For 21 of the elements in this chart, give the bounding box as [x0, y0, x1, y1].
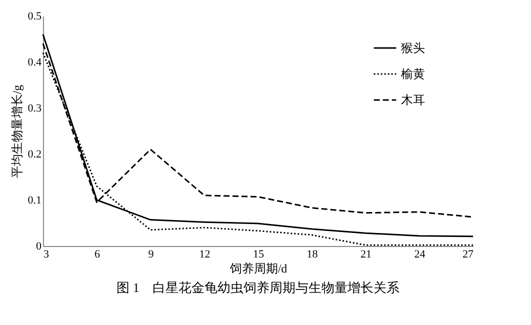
x-tick-label: 27 — [462, 248, 474, 260]
y-tick-label: 0.2 — [28, 148, 42, 160]
y-axis-title: 平均生物量增长/g — [10, 84, 24, 178]
y-tick-label: 0.5 — [28, 10, 42, 22]
x-tick-label: 15 — [253, 248, 264, 260]
y-tick-label: 0.4 — [28, 56, 42, 68]
legend-label: 木耳 — [401, 93, 425, 107]
x-axis-title: 饲养周期/d — [228, 262, 288, 276]
legend-label: 猴头 — [401, 41, 425, 55]
y-tick-label: 0.1 — [28, 194, 42, 206]
x-tick-label: 12 — [199, 248, 210, 260]
x-tick-label: 6 — [94, 248, 100, 260]
x-tick-label: 24 — [414, 248, 426, 260]
y-tick-label: 0 — [36, 240, 42, 252]
x-tick-label: 18 — [306, 248, 318, 260]
x-tick-label: 21 — [360, 248, 372, 260]
y-tick-label: 0.3 — [28, 102, 42, 114]
x-tick-label: 3 — [44, 248, 50, 260]
x-tick-label: 9 — [148, 248, 154, 260]
caption: 图 1 白星花金龟幼虫饲养周期与生物量增长关系 — [116, 280, 400, 295]
legend-label: 榆黄 — [401, 67, 425, 81]
